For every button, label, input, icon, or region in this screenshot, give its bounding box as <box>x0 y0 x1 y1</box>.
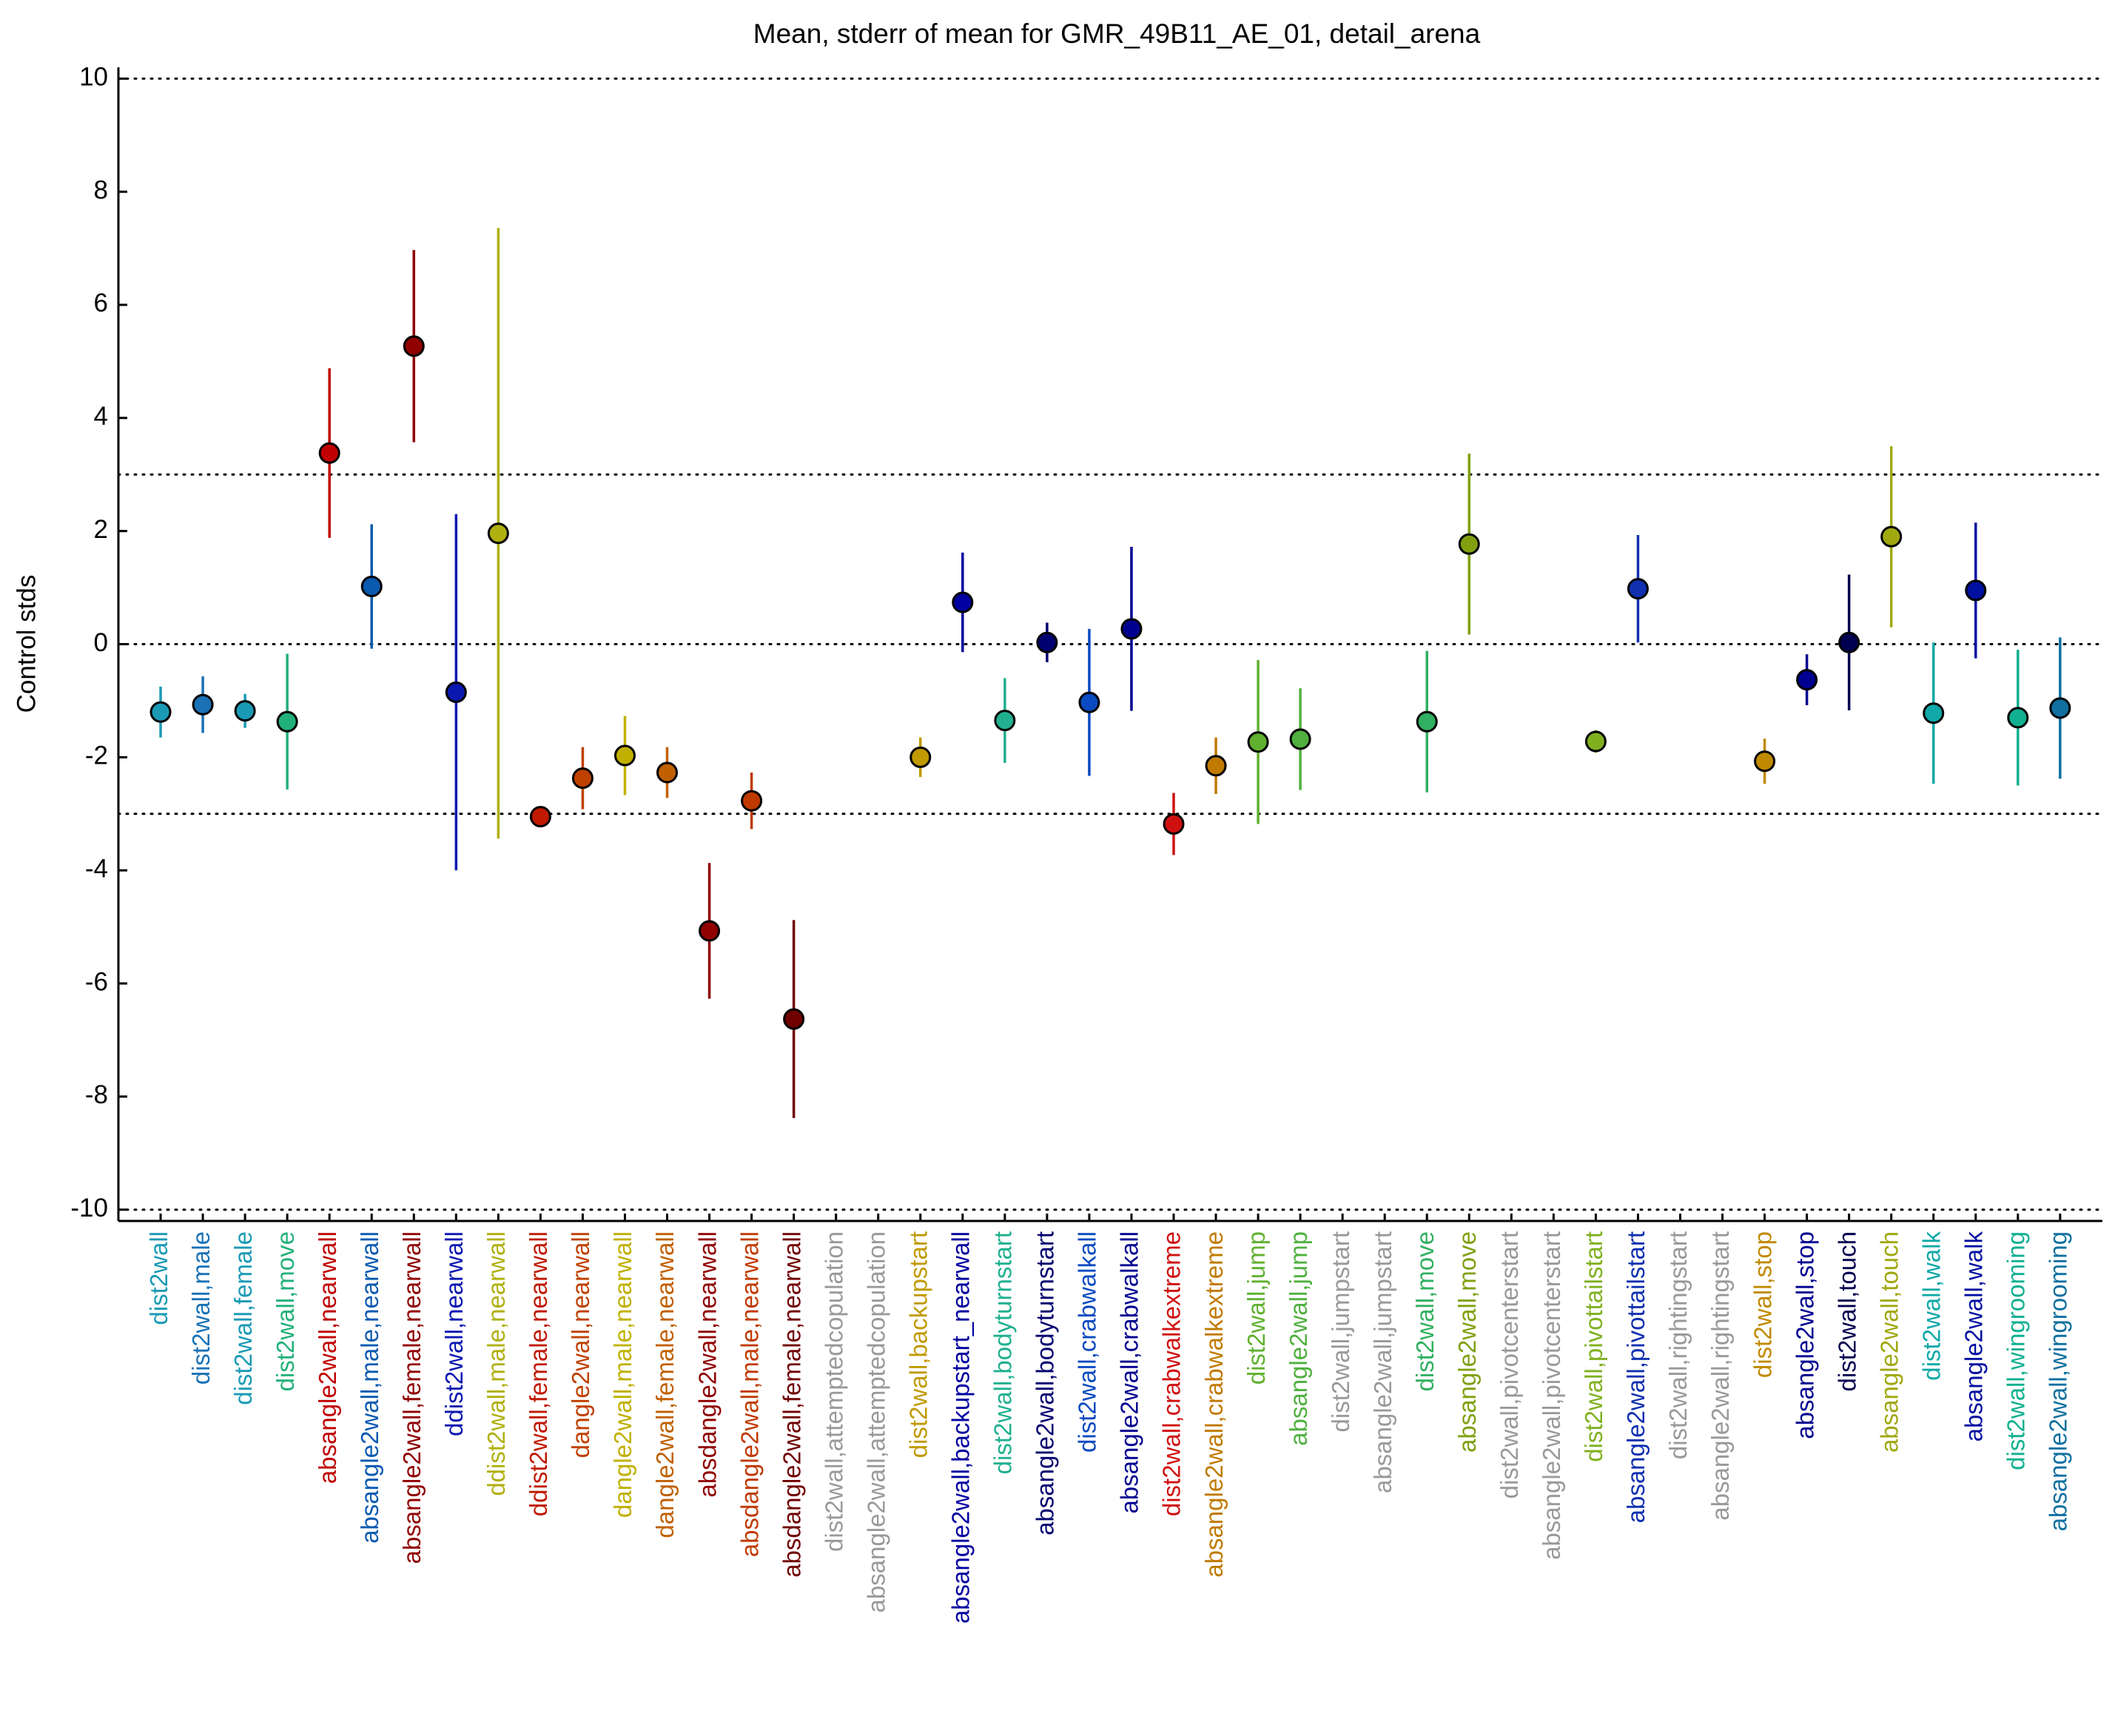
y-axis-label: Control stds <box>12 575 41 713</box>
y-tick-label: -2 <box>85 741 108 770</box>
x-tick-label: dist2wall,move <box>272 1231 299 1391</box>
x-tick-label: dist2wall,wingrooming <box>2003 1231 2030 1470</box>
x-tick-label: ddist2wall,female,nearwall <box>525 1231 552 1516</box>
mean-marker <box>403 335 425 357</box>
x-tick-label: dist2wall,pivotcenterstart <box>1496 1231 1523 1498</box>
x-tick-label: dist2wall,attemptedcopulation <box>820 1231 847 1552</box>
x-tick-label: absangle2wall,wingrooming <box>2045 1231 2072 1531</box>
x-tick-label: dist2wall,touch <box>1833 1231 1860 1391</box>
mean-marker <box>1036 631 1058 653</box>
mean-marker <box>1247 731 1269 753</box>
x-tick-label: dist2wall,walk <box>1917 1231 1945 1381</box>
x-tick-label: absangle2wall,rightingstart <box>1707 1231 1734 1521</box>
mean-marker <box>276 710 298 733</box>
x-tick-label: absangle2wall,attemptedcopulation <box>862 1231 890 1613</box>
x-tick-label: absangle2wall,bodyturnstart <box>1032 1231 1059 1535</box>
y-tick-label: 2 <box>94 515 108 544</box>
x-tick-label: absangle2wall,jumpstart <box>1369 1231 1396 1493</box>
x-tick-label: absangle2wall,touch <box>1875 1231 1903 1453</box>
mean-marker <box>613 744 636 767</box>
x-tick-label: absangle2wall,male,nearwall <box>356 1231 383 1544</box>
chart-title: Mean, stderr of mean for GMR_49B11_AE_01… <box>753 18 1481 49</box>
x-tick-label: dist2wall <box>145 1231 172 1325</box>
mean-marker <box>783 1008 805 1030</box>
x-tick-label: absangle2wall,stop <box>1791 1231 1818 1439</box>
mean-marker <box>1965 579 1987 602</box>
x-tick-label: dist2wall,crabwalkall <box>1074 1231 1101 1453</box>
x-tick-label: dist2wall,bodyturnstart <box>989 1231 1017 1474</box>
mean-marker <box>1078 691 1100 713</box>
x-tick-label: absangle2wall,female,nearwall <box>398 1231 426 1564</box>
mean-marker <box>318 442 340 464</box>
x-tick-label: dist2wall,move <box>1411 1231 1439 1391</box>
x-tick-label: absangle2wall,backupstart_nearwall <box>947 1231 975 1624</box>
mean-marker <box>1838 631 1860 653</box>
x-tick-label: absangle2wall,walk <box>1960 1231 1987 1442</box>
x-tick-label: dangle2wall,female,nearwall <box>651 1231 679 1538</box>
x-tick-label: dangle2wall,male,nearwall <box>609 1231 636 1518</box>
x-tick-label: ddist2wall,nearwall <box>440 1231 468 1436</box>
x-tick-label: dist2wall,pivottailstart <box>1580 1231 1607 1462</box>
x-tick-label: absangle2wall,pivotcenterstart <box>1538 1231 1565 1560</box>
x-tick-label: dist2wall,crabwalkextreme <box>1158 1231 1186 1516</box>
x-tick-label: dist2wall,backupstart <box>904 1231 932 1458</box>
mean-marker <box>1458 533 1480 555</box>
x-tick-label: absangle2wall,move <box>1453 1231 1481 1453</box>
y-tick-label: -10 <box>70 1194 108 1222</box>
mean-marker <box>1923 702 1945 724</box>
mean-marker <box>1120 618 1143 640</box>
mean-marker <box>1880 525 1903 548</box>
mean-marker <box>952 591 974 613</box>
y-tick-label: -8 <box>85 1080 108 1109</box>
mean-marker <box>1754 750 1776 773</box>
mean-marker <box>445 681 467 703</box>
y-tick-label: 4 <box>94 402 108 431</box>
x-tick-label: absangle2wall,nearwall <box>314 1231 341 1484</box>
x-tick-label: dist2wall,stop <box>1749 1231 1776 1378</box>
x-tick-label: absangle2wall,pivottailstart <box>1622 1231 1650 1523</box>
y-tick-label: 0 <box>94 628 108 657</box>
mean-marker <box>487 522 509 545</box>
x-tick-label: absangle2wall,jump <box>1285 1231 1312 1446</box>
mean-marker <box>529 806 551 828</box>
x-tick-label: absdangle2wall,female,nearwall <box>778 1231 805 1578</box>
mean-marker <box>1163 813 1185 835</box>
y-tick-label: 8 <box>94 175 108 204</box>
mean-marker <box>234 700 256 722</box>
x-tick-label: dist2wall,female <box>229 1231 257 1405</box>
x-tick-label: dist2wall,male <box>187 1231 215 1385</box>
mean-marker <box>741 790 763 812</box>
x-tick-label: dangle2wall,nearwall <box>567 1231 594 1458</box>
mean-marker <box>2007 707 2029 729</box>
y-tick-label: 10 <box>79 63 108 92</box>
x-tick-label: ddist2wall,male,nearwall <box>482 1231 510 1496</box>
mean-marker <box>571 767 594 790</box>
x-tick-label: dist2wall,jumpstart <box>1327 1231 1354 1432</box>
mean-marker <box>192 693 214 716</box>
x-tick-label: dist2wall,rightingstart <box>1664 1231 1692 1459</box>
mean-marker <box>1796 669 1818 691</box>
mean-marker <box>149 701 172 723</box>
x-tick-label: absdangle2wall,male,nearwall <box>736 1231 763 1557</box>
mean-marker <box>1584 730 1607 753</box>
y-tick-label: -4 <box>85 854 108 883</box>
x-tick-label: absangle2wall,crabwalkextreme <box>1200 1231 1228 1578</box>
mean-marker <box>994 710 1016 732</box>
mean-marker <box>656 761 679 784</box>
y-tick-label: -6 <box>85 967 108 996</box>
x-tick-label: absdangle2wall,nearwall <box>693 1231 721 1498</box>
y-tick-label: 6 <box>94 289 108 317</box>
mean-marker <box>1627 578 1649 600</box>
mean-marker <box>909 746 932 768</box>
mean-marker <box>1416 710 1438 733</box>
mean-marker <box>1205 755 1227 777</box>
x-tick-label: absangle2wall,crabwalkall <box>1116 1231 1143 1514</box>
mean-marker <box>699 920 721 942</box>
mean-marker <box>360 576 383 598</box>
mean-marker <box>2049 697 2071 719</box>
x-tick-label: dist2wall,jump <box>1243 1231 1270 1385</box>
mean-marker <box>1289 728 1311 750</box>
